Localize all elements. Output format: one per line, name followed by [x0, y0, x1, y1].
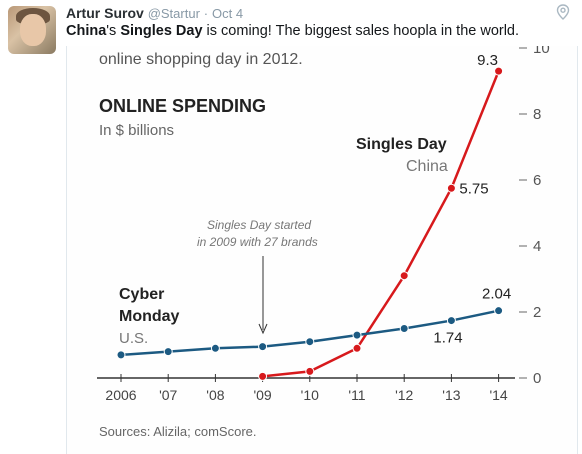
location-pin-icon: [556, 4, 570, 20]
x-tick-label: '07: [159, 387, 177, 403]
chart-subtitle: In $ billions: [99, 122, 174, 139]
annotation-line2: in 2009 with 27 brands: [197, 235, 318, 249]
singles-day-point: [399, 271, 409, 281]
tweet-time[interactable]: Oct 4: [212, 6, 244, 21]
y-tick-label: 4: [533, 238, 541, 255]
author-name[interactable]: Artur Surov: [66, 5, 144, 21]
tweet-media-image[interactable]: online shopping day in 2012. ONLINE SPEN…: [66, 46, 578, 454]
cyber-monday-point: [116, 350, 126, 360]
singles-day-point: [258, 371, 268, 381]
singles-day-point: [494, 66, 504, 76]
singles-day-point: [352, 343, 362, 353]
x-tick-label: 2006: [105, 387, 136, 403]
singles-day-point: [446, 183, 456, 193]
x-tick-label: '14: [489, 387, 507, 403]
annotation-line1: Singles Day started: [207, 218, 311, 232]
hashtag-china[interactable]: China: [66, 23, 107, 39]
singles-day-sub: China: [406, 158, 448, 175]
cyber-monday-point: [210, 343, 220, 353]
hashtag-singles-day[interactable]: Singles Day: [120, 23, 203, 39]
cyber-monday-point: [305, 337, 315, 347]
value-label-cyber-2013: 1.74: [433, 330, 462, 347]
chart-title: ONLINE SPENDING: [99, 96, 266, 116]
author-handle[interactable]: @Startur: [147, 6, 200, 21]
y-tick-label: 2: [533, 304, 541, 321]
x-tick-label: '09: [253, 387, 271, 403]
singles-day-line: [262, 70, 500, 378]
cyber-monday-line1: Cyber: [119, 286, 164, 303]
annotation-arrow-head-icon: [258, 323, 268, 335]
singles-day-label: Singles Day: [356, 136, 447, 153]
tweet-header: Artur Surov @Startur · Oct 4: [66, 5, 243, 21]
singles-day-point: [305, 366, 315, 376]
y-tick-label: 10: [533, 46, 550, 57]
cyber-monday-point: [494, 306, 504, 316]
tweet-text-part: is coming! The biggest sales hoopla in t…: [202, 23, 520, 39]
cyber-monday-point: [258, 342, 268, 352]
cyber-monday-point: [399, 324, 409, 333]
value-label-singles-2014: 9.3: [477, 52, 498, 69]
avatar-face: [20, 14, 46, 46]
x-tick-label: '12: [395, 387, 413, 403]
y-tick-label: 8: [533, 106, 541, 123]
spending-chart: online shopping day in 2012. ONLINE SPEN…: [97, 46, 550, 439]
value-label-singles-2013: 5.75: [459, 180, 488, 197]
x-tick-label: '08: [206, 387, 224, 403]
author-avatar[interactable]: [8, 6, 56, 54]
value-label-cyber-2014: 2.04: [482, 286, 511, 303]
chart-top-caption: online shopping day in 2012.: [99, 51, 303, 68]
cyber-monday-point: [446, 316, 456, 326]
y-tick-label: 6: [533, 172, 541, 189]
x-tick-label: '10: [301, 387, 319, 403]
cyber-monday-point: [163, 347, 173, 357]
separator-dot: ·: [203, 6, 209, 21]
y-tick-label: 0: [533, 370, 541, 387]
tweet-text-part: 's: [106, 23, 121, 39]
x-tick-label: '11: [348, 387, 365, 403]
cyber-monday-line2: Monday: [119, 308, 180, 325]
tweet-text: China's Singles Day is coming! The bigge…: [66, 23, 519, 39]
chart-source: Sources: Alizila; comScore.: [99, 424, 257, 439]
cyber-monday-sub: U.S.: [119, 330, 148, 347]
x-tick-label: '13: [442, 387, 460, 403]
cyber-monday-point: [352, 330, 362, 340]
